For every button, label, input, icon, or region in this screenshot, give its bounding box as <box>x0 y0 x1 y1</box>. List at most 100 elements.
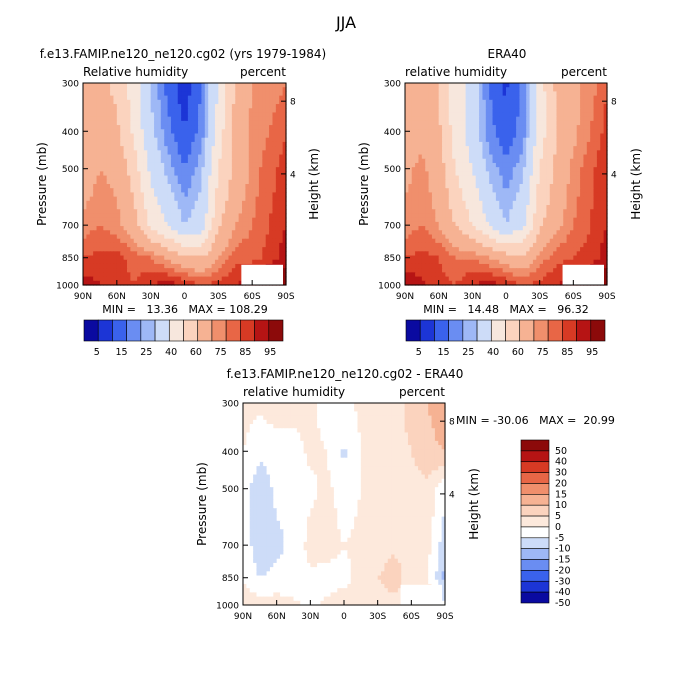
heatmap-cell <box>526 150 531 156</box>
heatmap-cell <box>272 158 277 164</box>
heatmap-cell <box>177 154 182 160</box>
heatmap-cell <box>405 226 409 231</box>
heatmap-cell <box>170 221 175 227</box>
heatmap-cell <box>238 129 243 135</box>
heatmap-cell <box>252 133 257 139</box>
heatmap-cell <box>194 104 199 109</box>
heatmap-cell <box>272 188 277 194</box>
heatmap-cell <box>170 209 175 215</box>
heatmap-cell <box>265 226 270 231</box>
heatmap-cell <box>214 133 219 139</box>
heatmap-cell <box>204 276 209 282</box>
heatmap-cell <box>248 213 253 219</box>
heatmap-cell <box>265 104 270 109</box>
heatmap-cell <box>526 217 531 223</box>
heatmap-cell <box>485 221 490 227</box>
heatmap-cell <box>272 175 277 181</box>
heatmap-cell <box>143 141 148 147</box>
heatmap-cell <box>187 158 192 164</box>
heatmap-cell <box>242 95 246 101</box>
heatmap-cell <box>495 146 500 151</box>
heatmap-cell <box>228 141 233 147</box>
heatmap-cell <box>120 255 125 261</box>
heatmap-cell <box>559 141 564 147</box>
heatmap-cell <box>228 129 233 135</box>
heatmap-cell <box>262 112 267 118</box>
heatmap-cell <box>110 255 115 261</box>
heatmap-cell <box>89 251 94 257</box>
heatmap-cell <box>529 91 534 97</box>
heatmap-cell <box>116 255 121 261</box>
heatmap-cell <box>425 116 430 122</box>
heatmap-cell <box>279 162 284 168</box>
heatmap-cell <box>549 205 554 210</box>
heatmap-cell <box>512 91 517 97</box>
heatmap-cell <box>539 184 544 189</box>
heatmap-cell <box>187 230 192 236</box>
heatmap-cell <box>99 263 104 269</box>
heatmap-cell <box>150 221 155 227</box>
heatmap-cell <box>553 200 558 206</box>
heatmap-cell <box>596 125 601 130</box>
heatmap-cell <box>248 192 253 198</box>
heatmap-cell <box>164 242 169 248</box>
heatmap-cell <box>116 268 121 273</box>
heatmap-cell <box>211 171 216 177</box>
heatmap-cell <box>143 116 148 122</box>
heatmap-cell <box>89 226 94 231</box>
heatmap-cell <box>201 129 206 135</box>
heatmap-cell <box>482 209 487 215</box>
heatmap-cell <box>113 87 118 93</box>
heatmap-cell <box>218 99 223 105</box>
heatmap-cell <box>479 154 484 160</box>
heatmap-cell <box>194 209 199 215</box>
heatmap-cell <box>566 146 571 151</box>
heatmap-cell <box>218 104 223 109</box>
heatmap-cell <box>93 238 98 244</box>
heatmap-cell <box>211 259 216 265</box>
heatmap-cell <box>164 268 169 273</box>
heatmap-cell <box>265 213 270 219</box>
heatmap-cell <box>103 175 108 181</box>
heatmap-cell <box>516 205 521 210</box>
heatmap-cell <box>438 91 443 97</box>
heatmap-cell <box>405 205 409 210</box>
heatmap-cell <box>177 184 182 189</box>
heatmap-cell <box>559 158 564 164</box>
heatmap-cell <box>143 162 148 168</box>
heatmap-cell <box>181 150 186 156</box>
heatmap-cell <box>133 179 138 185</box>
heatmap-cell <box>177 137 182 143</box>
heatmap-cell <box>184 268 189 273</box>
heatmap-cell <box>154 242 159 248</box>
heatmap-cell <box>231 184 236 189</box>
heatmap-cell <box>509 175 514 181</box>
heatmap-cell <box>133 209 138 215</box>
heatmap-cell <box>174 150 179 156</box>
heatmap-cell <box>147 247 152 252</box>
heatmap-cell <box>485 179 490 185</box>
heatmap-cell <box>512 129 517 135</box>
heatmap-cell <box>275 91 280 97</box>
heatmap-cell <box>242 234 246 240</box>
heatmap-cell <box>147 116 152 122</box>
heatmap-cell <box>93 108 98 114</box>
heatmap-cell <box>452 137 457 143</box>
heatmap-cell <box>435 179 440 185</box>
heatmap-cell <box>83 171 87 177</box>
heatmap-cell <box>563 83 568 88</box>
heatmap-cell <box>221 196 226 202</box>
heatmap-cell <box>509 104 514 109</box>
heatmap-cell <box>590 205 595 210</box>
heatmap-cell <box>452 200 457 206</box>
heatmap-cell <box>147 179 152 185</box>
heatmap-cell <box>269 205 274 210</box>
heatmap-cell <box>116 95 121 101</box>
heatmap-cell <box>89 91 94 97</box>
heatmap-cell <box>177 179 182 185</box>
heatmap-cell <box>603 87 608 93</box>
heatmap-cell <box>405 108 409 114</box>
heatmap-cell <box>499 192 504 198</box>
heatmap-cell <box>167 184 172 189</box>
heatmap-cell <box>231 133 236 139</box>
